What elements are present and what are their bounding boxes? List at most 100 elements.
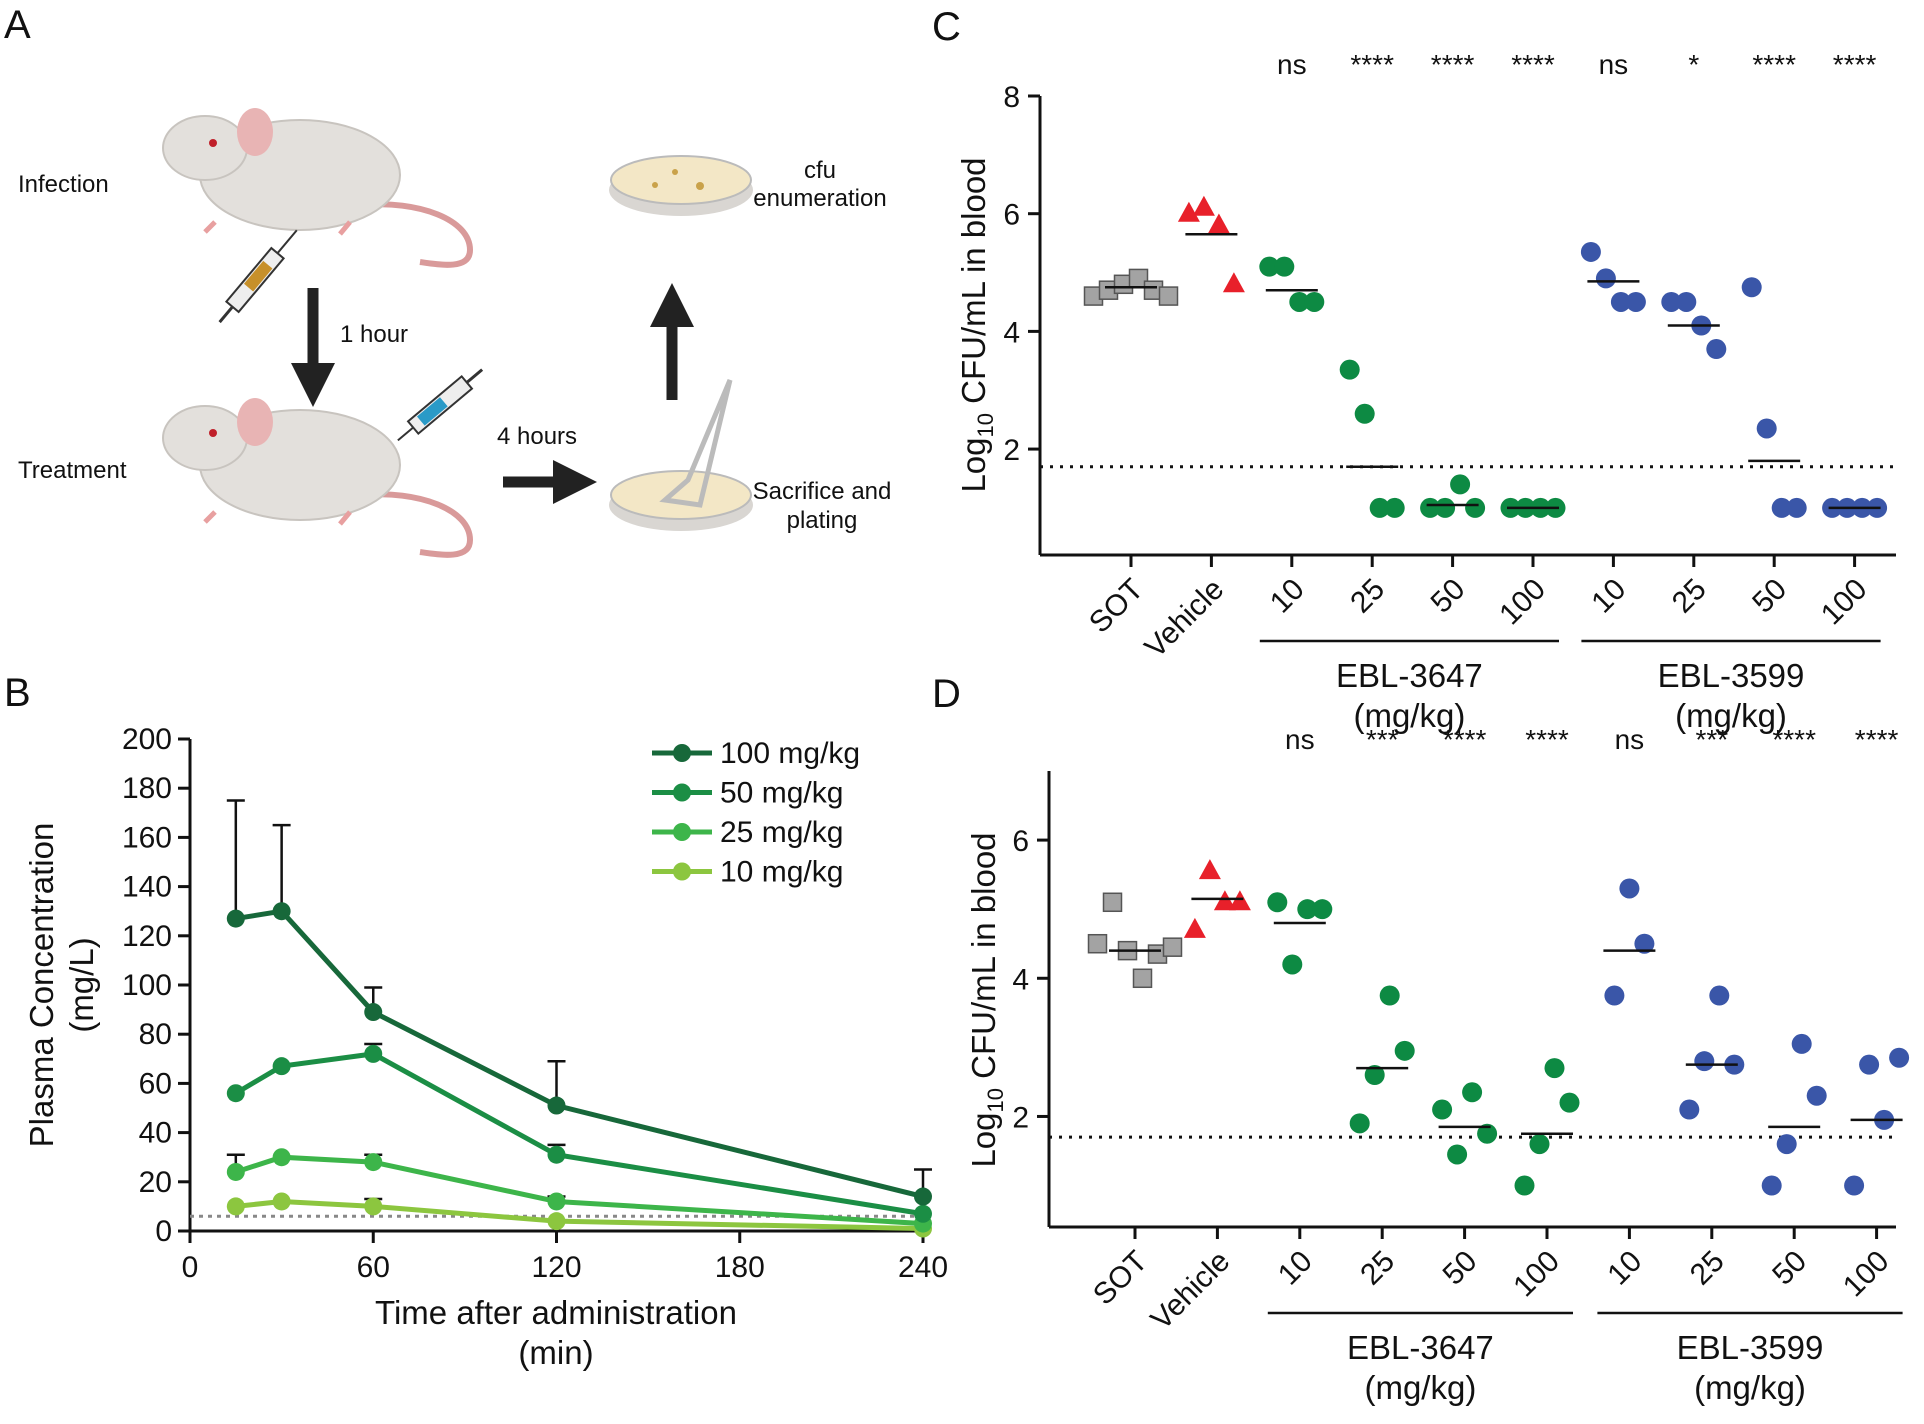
group-label: (mg/kg) — [1675, 697, 1787, 734]
x-tick-label: 10 — [1601, 1245, 1648, 1292]
legend-label: 10 mg/kg — [720, 856, 843, 889]
x-tick-label: 10 — [1585, 573, 1632, 620]
point — [1289, 291, 1310, 312]
point — [1435, 497, 1456, 518]
y-axis-label: (mg/L) — [63, 937, 100, 1032]
legend-swatch — [673, 862, 691, 881]
step-label: enumeration — [753, 185, 886, 212]
step-label: Treatment — [18, 457, 127, 484]
point — [1771, 497, 1792, 518]
point — [1394, 1040, 1415, 1061]
significance: **** — [1511, 49, 1555, 80]
point — [1102, 892, 1123, 913]
point — [1676, 291, 1697, 312]
y-tick-label: 4 — [1012, 963, 1029, 996]
point — [1625, 291, 1646, 312]
group-label: EBL-3647 — [1336, 657, 1483, 694]
point — [1379, 985, 1400, 1006]
y-tick-label: 4 — [1003, 316, 1020, 349]
panel-a: A Infection Treatment 1 hour 4 hours cfu… — [4, 3, 892, 558]
point — [1679, 1099, 1700, 1120]
point — [1619, 878, 1640, 899]
x-tick-label: 100 — [1507, 1245, 1566, 1304]
point — [1369, 497, 1390, 518]
point — [1544, 1058, 1565, 1079]
x-tick-label: 60 — [357, 1251, 390, 1284]
significance: ns — [1285, 724, 1315, 755]
point — [1364, 1065, 1385, 1085]
y-axis-label: Plasma Concentration — [23, 823, 60, 1148]
y-label-part: Log — [955, 437, 992, 492]
point — [1709, 985, 1730, 1006]
x-tick-label: 100 — [1837, 1245, 1896, 1304]
y-tick-label: 20 — [139, 1166, 172, 1199]
significance: * — [1688, 49, 1699, 80]
step-label: plating — [787, 507, 858, 534]
y-tick-label: 160 — [122, 821, 172, 854]
point — [1741, 277, 1762, 298]
point — [272, 902, 291, 921]
mouse — [162, 368, 484, 558]
point — [1580, 241, 1601, 262]
significance: **** — [1350, 49, 1394, 80]
x-tick-label: 10 — [1264, 573, 1311, 620]
y-label-sub: 10 — [983, 1088, 1008, 1112]
significance: **** — [1855, 724, 1899, 755]
y-tick-label: 180 — [122, 772, 172, 805]
point — [1192, 195, 1215, 216]
point — [547, 1212, 566, 1231]
point — [1786, 497, 1807, 518]
step-label: Sacrifice and — [753, 478, 892, 505]
x-tick-label: Vehicle — [1145, 1245, 1237, 1337]
point — [1477, 1123, 1498, 1144]
series-line — [235, 1154, 924, 1227]
point — [1183, 917, 1206, 938]
x-tick-label: SOT — [1083, 573, 1150, 640]
y-tick-label: 2 — [1003, 434, 1020, 467]
y-tick-label: 6 — [1012, 825, 1029, 858]
y-axis-label: Log10 CFU/mL in blood — [965, 832, 1008, 1167]
panel-label: D — [932, 672, 961, 716]
point — [547, 1096, 566, 1115]
group-label: (mg/kg) — [1353, 697, 1465, 734]
y-label-sub: 10 — [973, 413, 998, 437]
point — [1859, 1054, 1880, 1075]
arrow-label: 4 hours — [497, 423, 577, 450]
point — [1806, 1085, 1827, 1106]
point — [226, 1084, 245, 1103]
point — [1259, 256, 1280, 277]
point — [547, 1145, 566, 1164]
significance: ns — [1615, 724, 1645, 755]
point — [1162, 937, 1183, 957]
x-tick-label: Vehicle — [1139, 573, 1231, 665]
panel-label: C — [932, 5, 961, 49]
x-tick-label: 25 — [1354, 1245, 1401, 1292]
point — [1312, 899, 1333, 920]
legend-swatch — [673, 783, 691, 802]
group-label: (mg/kg) — [1694, 1369, 1806, 1406]
point — [364, 1197, 383, 1216]
point — [226, 909, 245, 928]
significance: **** — [1443, 724, 1487, 755]
point — [1844, 1175, 1865, 1196]
step-label: Infection — [18, 171, 109, 198]
point — [1207, 213, 1230, 234]
point — [1604, 985, 1625, 1006]
point — [1529, 1134, 1550, 1155]
y-axis-label: Log10 CFU/mL in blood — [955, 157, 998, 492]
y-tick-label: 60 — [139, 1067, 172, 1100]
x-tick-label: 240 — [898, 1251, 948, 1284]
point — [1420, 497, 1441, 518]
group-label: (mg/kg) — [1364, 1369, 1476, 1406]
x-tick-label: 0 — [182, 1251, 199, 1284]
y-label-part: CFU/mL in blood — [955, 157, 992, 413]
x-tick-label: 180 — [715, 1251, 765, 1284]
petri-dish — [609, 379, 753, 531]
significance: ns — [1277, 49, 1307, 80]
significance: ns — [1599, 49, 1629, 80]
y-tick-label: 200 — [122, 723, 172, 756]
x-tick-label: 100 — [1493, 573, 1552, 632]
significance: **** — [1431, 49, 1475, 80]
x-tick-label: 10 — [1272, 1245, 1319, 1292]
